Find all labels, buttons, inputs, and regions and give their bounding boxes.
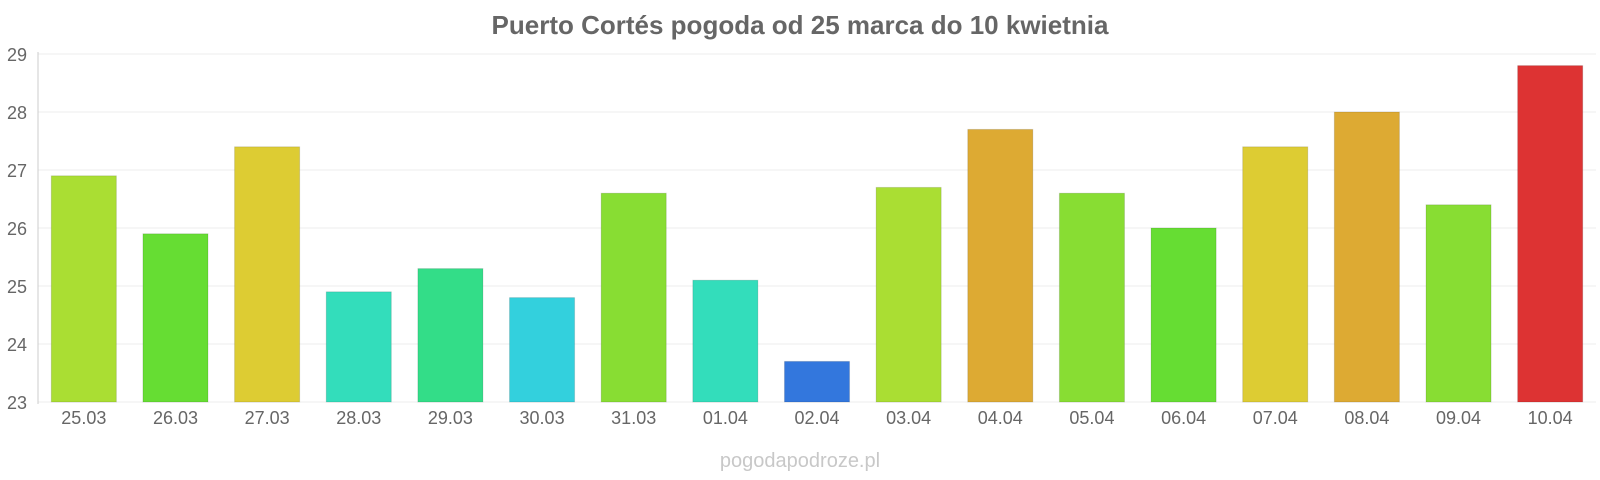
x-tick-label: 04.04 [978, 408, 1023, 428]
x-tick-labels: 25.03 26.03 27.03 28.03 29.03 30.03 31.03 01.04… [61, 408, 1572, 428]
bar-09.04[interactable] [1425, 204, 1492, 403]
x-tick-label: 29.03 [428, 408, 473, 428]
x-tick-label: 01.04 [703, 408, 748, 428]
x-tick-label: 27.03 [245, 408, 290, 428]
x-tick-label: 10.04 [1528, 408, 1573, 428]
x-tick-label: 30.03 [520, 408, 565, 428]
y-tick-label: 29 [7, 45, 27, 65]
y-tick-label: 28 [7, 103, 27, 123]
bar-02.04[interactable] [783, 360, 851, 403]
bar-03.04[interactable] [875, 186, 942, 403]
x-tick-label: 26.03 [153, 408, 198, 428]
bar-31.03[interactable] [600, 192, 667, 403]
x-tick-label: 03.04 [886, 408, 931, 428]
bar-30.03[interactable] [509, 297, 576, 403]
bar-08.04[interactable] [1333, 111, 1400, 403]
bar-01.04[interactable] [692, 279, 759, 403]
watermark: pogodapodroze.pl [719, 450, 881, 472]
bar-05.04[interactable] [1058, 192, 1125, 403]
chart-title: Puerto Cortés pogoda od 25 marca do 10 k… [491, 10, 1109, 40]
x-tick-label: 25.03 [61, 408, 106, 428]
x-tick-label: 02.04 [794, 408, 839, 428]
x-tick-label: 28.03 [336, 408, 381, 428]
y-tick-label: 26 [7, 219, 27, 239]
y-tick-label: 24 [7, 335, 27, 355]
bar-26.03[interactable] [142, 233, 209, 403]
x-tick-label: 05.04 [1069, 408, 1114, 428]
bar-10.04[interactable] [1517, 65, 1584, 403]
y-tick-label: 23 [7, 393, 27, 413]
x-tick-label: 31.03 [611, 408, 656, 428]
bar-27.03[interactable] [234, 146, 301, 403]
y-tick-label: 25 [7, 277, 27, 297]
bar-29.03[interactable] [417, 268, 484, 403]
x-tick-label: 09.04 [1436, 408, 1481, 428]
x-tick-label: 06.04 [1161, 408, 1206, 428]
bars [50, 65, 1584, 403]
bar-06.04[interactable] [1150, 227, 1217, 403]
y-tick-label: 27 [7, 161, 27, 181]
y-tick-labels: 23 24 25 26 27 28 29 [7, 45, 27, 413]
bar-25.03[interactable] [50, 175, 117, 403]
bar-07.04[interactable] [1242, 146, 1309, 403]
bar-28.03[interactable] [325, 291, 392, 403]
x-tick-label: 07.04 [1253, 408, 1298, 428]
bar-04.04[interactable] [967, 128, 1034, 403]
x-tick-label: 08.04 [1344, 408, 1389, 428]
